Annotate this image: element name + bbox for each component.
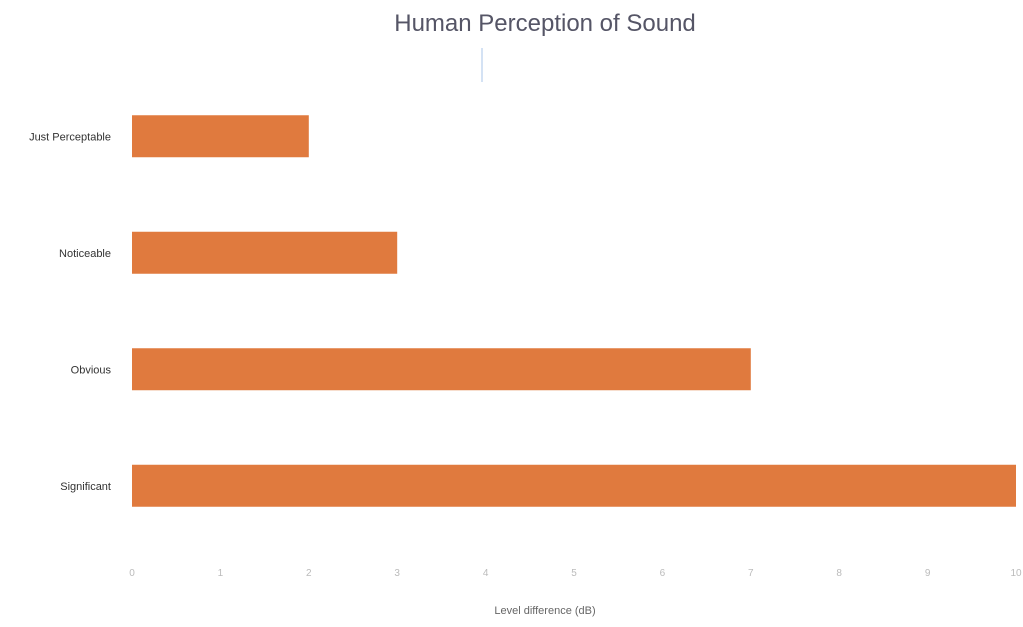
x-tick-label-10: 10 <box>1010 568 1022 579</box>
x-tick-labels: 0 1 2 3 4 5 6 7 8 9 10 <box>129 568 1022 579</box>
x-tick-label-8: 8 <box>836 568 842 579</box>
category-label-0: Just Perceptable <box>29 131 111 143</box>
bar-3 <box>132 464 1016 507</box>
bar-1 <box>132 231 398 274</box>
x-tick-label-1: 1 <box>218 568 224 579</box>
x-tick-label-4: 4 <box>483 568 489 579</box>
category-label-1: Noticeable <box>59 248 111 260</box>
x-tick-label-2: 2 <box>306 568 312 579</box>
bar-0 <box>132 115 309 158</box>
x-axis-label: Level difference (dB) <box>494 605 595 617</box>
x-tick-label-0: 0 <box>129 568 135 579</box>
x-tick-label-7: 7 <box>748 568 754 579</box>
category-labels: Just Perceptable Noticeable Obvious Signifi… <box>29 131 111 493</box>
x-tick-label-9: 9 <box>925 568 931 579</box>
category-label-3: Significant <box>60 481 111 493</box>
chart-title: Human Perception of Sound <box>394 10 696 37</box>
x-tick-label-3: 3 <box>394 568 400 579</box>
category-label-2: Obvious <box>71 364 112 376</box>
bars-layer <box>132 115 1016 507</box>
x-tick-label-6: 6 <box>660 568 666 579</box>
bar-2 <box>132 348 751 391</box>
x-tick-label-5: 5 <box>571 568 577 579</box>
